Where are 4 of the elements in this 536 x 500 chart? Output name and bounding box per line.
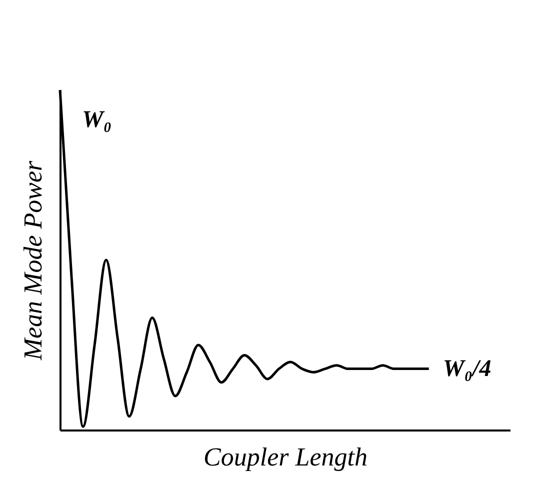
x-axis-title: Coupler Length: [204, 442, 368, 472]
annotation: W₀: [82, 107, 112, 133]
text: W₀/4: [442, 356, 492, 382]
y-axis-title: Mean Mode Power: [18, 160, 48, 362]
